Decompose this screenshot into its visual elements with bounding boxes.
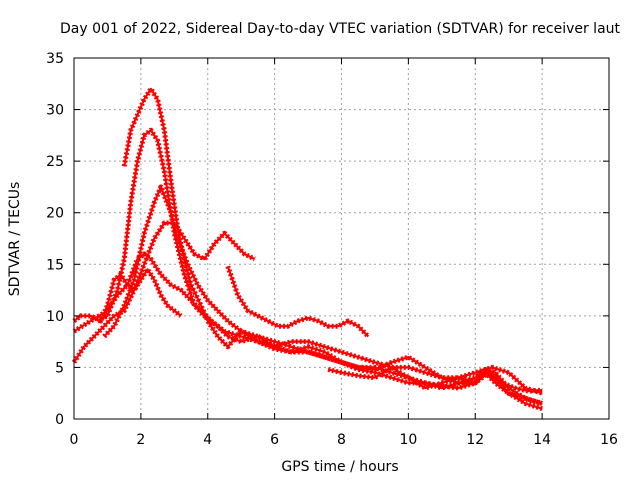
series-pass-f xyxy=(73,268,182,323)
x-tick-label: 10 xyxy=(399,432,417,448)
y-tick-label: 15 xyxy=(46,257,64,273)
series-pass-g xyxy=(226,265,370,338)
y-axis-label: SDTVAR / TECUs xyxy=(7,182,23,297)
x-tick-label: 4 xyxy=(203,432,212,448)
y-tick-label: 10 xyxy=(46,309,64,325)
y-tick-label: 25 xyxy=(46,154,64,170)
x-tick-label: 6 xyxy=(270,432,279,448)
axis-ticks: 0 2 4 6 8 10 12 14 16 0 5 10 15 20 25 30 35 xyxy=(46,51,618,448)
series-pass-e-markers xyxy=(71,220,256,364)
chart-title: Day 001 of 2022, Sidereal Day-to-day VTE… xyxy=(60,21,621,37)
series-pass-e xyxy=(73,221,256,363)
y-tick-label: 35 xyxy=(46,51,64,67)
x-tick-label: 16 xyxy=(600,432,618,448)
series-pass-d-markers xyxy=(102,184,543,394)
x-tick-label: 14 xyxy=(533,432,551,448)
x-tick-label: 2 xyxy=(136,432,145,448)
grid xyxy=(74,58,609,419)
y-tick-label: 20 xyxy=(46,206,64,222)
x-tick-label: 8 xyxy=(337,432,346,448)
y-tick-label: 0 xyxy=(55,412,64,428)
series-pass-g-markers xyxy=(225,265,371,339)
x-axis-label: GPS time / hours xyxy=(281,459,398,475)
series-pass-h xyxy=(327,366,543,395)
y-tick-label: 30 xyxy=(46,103,64,119)
series-pass-d xyxy=(103,185,543,393)
y-tick-label: 5 xyxy=(55,360,64,376)
data-series xyxy=(71,86,543,412)
x-tick-label: 12 xyxy=(466,432,484,448)
x-tick-label: 0 xyxy=(70,432,79,448)
